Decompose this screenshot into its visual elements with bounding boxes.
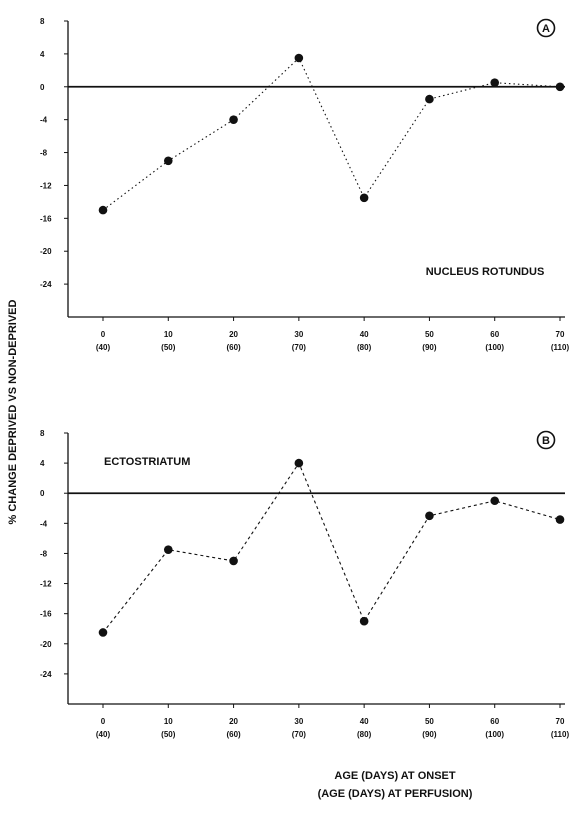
data-point-b xyxy=(163,545,173,554)
x-tick-label-a: 20 xyxy=(229,330,238,339)
x-tick-label-b: 20 xyxy=(229,717,238,726)
x-tick-label-b: 0 xyxy=(101,717,106,726)
y-tick-label-b: 4 xyxy=(40,459,45,468)
x-tick-sublabel-a: (110) xyxy=(551,343,570,352)
data-point-a xyxy=(490,78,500,87)
y-tick-label-b: -4 xyxy=(40,519,48,528)
x-tick-sublabel-b: (100) xyxy=(485,730,504,739)
panel-letter-circle-b xyxy=(536,430,556,450)
x-tick-label-a: 30 xyxy=(294,330,303,339)
data-point-b xyxy=(490,496,500,506)
series-line-b xyxy=(102,461,561,633)
data-point-b xyxy=(555,515,565,524)
y-tick-label-b: -20 xyxy=(40,640,52,649)
y-tick-label-a: 0 xyxy=(40,83,45,92)
data-point-a xyxy=(163,156,173,166)
y-tick-label-a: -16 xyxy=(40,214,52,223)
x-tick-sublabel-a: (50) xyxy=(161,343,176,352)
panel-a: 840-4-8-12-16-20-240(40)10(50)20(60)30(7… xyxy=(40,17,569,352)
x-tick-label-b: 10 xyxy=(164,717,173,726)
x-tick-sublabel-a: (90) xyxy=(422,343,437,352)
x-tick-sublabel-b: (90) xyxy=(422,730,437,739)
x-tick-sublabel-b: (70) xyxy=(292,730,307,739)
y-tick-label-a: 4 xyxy=(40,50,45,59)
panel-letter-b: B xyxy=(542,435,550,447)
x-tick-sublabel-b: (40) xyxy=(96,730,111,739)
x-tick-sublabel-b: (50) xyxy=(161,730,176,739)
x-tick-label-a: 70 xyxy=(556,330,565,339)
x-tick-label-a: 60 xyxy=(490,330,499,339)
y-tick-label-b: -24 xyxy=(40,670,52,679)
panel-annotation-a: NUCLEUS ROTUNDUS xyxy=(426,266,545,278)
x-tick-label-a: 50 xyxy=(425,330,434,339)
data-point-a xyxy=(294,53,304,63)
series-line-a xyxy=(102,57,561,211)
panel-b: 840-4-8-12-16-20-240(40)10(50)20(60)30(7… xyxy=(40,429,569,739)
x-tick-label-b: 30 xyxy=(294,717,303,726)
x-tick-sublabel-a: (40) xyxy=(96,343,111,352)
x-tick-label-b: 60 xyxy=(490,717,499,726)
y-tick-label-b: -16 xyxy=(40,610,52,619)
x-tick-label-b: 70 xyxy=(556,717,565,726)
y-tick-label-a: -12 xyxy=(40,181,52,190)
y-tick-label-b: -12 xyxy=(40,580,52,589)
x-tick-label-a: 10 xyxy=(164,330,173,339)
panel-annotation-b: ECTOSTRIATUM xyxy=(104,456,190,468)
x-tick-sublabel-b: (60) xyxy=(226,730,241,739)
y-tick-label-b: 8 xyxy=(40,429,45,438)
x-tick-label-b: 50 xyxy=(425,717,434,726)
x-tick-sublabel-a: (100) xyxy=(485,343,504,352)
y-tick-label-b: 0 xyxy=(40,489,45,498)
panel-letter-a: A xyxy=(542,23,550,35)
data-point-b xyxy=(359,616,369,626)
data-point-b xyxy=(425,511,434,521)
y-tick-label-a: 8 xyxy=(40,17,45,26)
y-tick-label-a: -20 xyxy=(40,247,52,256)
x-tick-sublabel-b: (80) xyxy=(357,730,372,739)
y-axis-label: % CHANGE DEPRIVED VS NON-DEPRIVED xyxy=(7,299,19,524)
x-tick-label-b: 40 xyxy=(360,717,369,726)
x-tick-sublabel-a: (80) xyxy=(357,343,372,352)
data-point-b xyxy=(294,458,304,468)
data-point-a xyxy=(98,205,108,215)
data-point-b xyxy=(98,628,108,637)
data-point-a xyxy=(555,82,565,92)
x-tick-label-a: 40 xyxy=(360,330,369,339)
data-point-a xyxy=(359,193,369,203)
x-axis-label-line1: AGE (DAYS) AT ONSET xyxy=(334,770,455,782)
x-tick-sublabel-a: (60) xyxy=(226,343,241,352)
x-tick-sublabel-a: (70) xyxy=(292,343,307,352)
x-tick-label-a: 0 xyxy=(101,330,106,339)
y-tick-label-a: -24 xyxy=(40,280,52,289)
x-tick-sublabel-b: (110) xyxy=(551,730,570,739)
data-point-b xyxy=(229,556,238,566)
y-tick-label-a: -4 xyxy=(40,116,48,125)
y-tick-label-b: -8 xyxy=(40,549,48,558)
y-tick-label-a: -8 xyxy=(40,149,48,158)
x-axis-label-line2: (AGE (DAYS) AT PERFUSION) xyxy=(318,788,473,800)
panel-letter-circle-a xyxy=(536,18,556,38)
data-point-a xyxy=(425,94,434,104)
data-point-a xyxy=(229,115,238,124)
